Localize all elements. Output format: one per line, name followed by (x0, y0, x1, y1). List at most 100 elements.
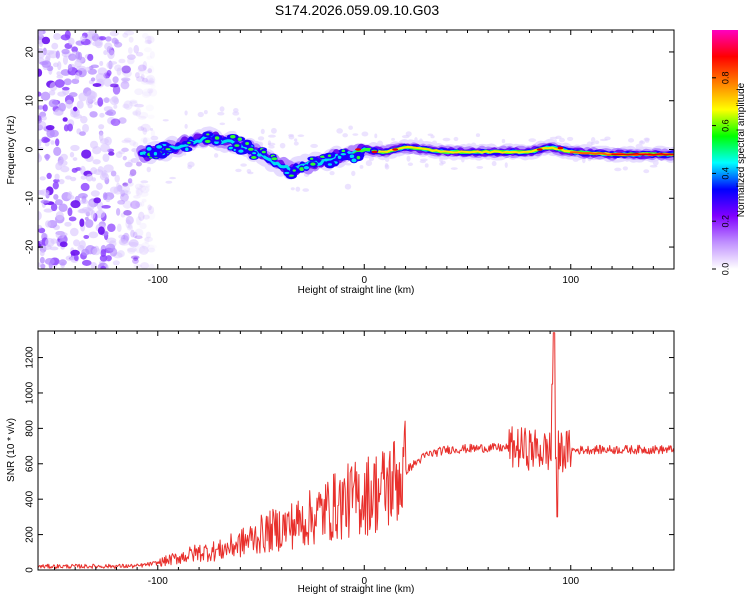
noise-blob (48, 99, 59, 108)
noise-blob (40, 199, 50, 204)
ridge-blob-core (252, 152, 257, 155)
noise-blob (140, 123, 151, 132)
noise-blob (87, 68, 97, 75)
ridge-blob-core (214, 136, 220, 140)
noise-blob (43, 137, 51, 143)
noise-blob (120, 193, 129, 202)
x-tick-label: -100 (148, 576, 168, 587)
noise-blob (109, 83, 119, 88)
noise-blob (290, 187, 295, 191)
noise-blob (71, 167, 78, 173)
noise-blob (107, 223, 116, 233)
noise-blob (68, 37, 75, 46)
noise-blob (120, 189, 125, 197)
noise-blob (501, 138, 506, 144)
noise-blob (99, 172, 109, 181)
noise-blob (78, 208, 86, 214)
y-tick-label: 20 (25, 46, 36, 58)
noise-blob (38, 30, 44, 38)
noise-blob (72, 157, 78, 161)
noise-blob (82, 123, 89, 133)
noise-blob (213, 153, 219, 158)
noise-blob (106, 61, 114, 69)
noise-blob (147, 247, 156, 253)
noise-blob (79, 199, 89, 205)
noise-blob (96, 182, 103, 190)
noise-blob (97, 166, 104, 173)
y-tick-label: 0 (25, 146, 36, 152)
noise-blob (104, 111, 114, 116)
noise-blob (142, 214, 150, 220)
noise-blob (121, 77, 131, 82)
noise-blob (260, 128, 265, 135)
x-tick-label: 100 (562, 275, 579, 286)
noise-blob (294, 138, 298, 142)
noise-blob (113, 104, 118, 109)
noise-blob (145, 80, 156, 85)
noise-blob (147, 88, 154, 94)
x-tick-label: 100 (562, 576, 579, 587)
noise-blob (110, 170, 117, 177)
noise-blob (58, 102, 66, 112)
noise-blob (133, 256, 139, 261)
ridge-blob-core (245, 142, 250, 146)
ridge-blob-core (238, 149, 244, 153)
noise-blob (55, 199, 63, 206)
noise-blob (39, 250, 45, 257)
noise-blob (58, 203, 68, 212)
noise-blob (67, 123, 73, 132)
noise-blob (638, 140, 646, 145)
noise-blob (127, 159, 134, 165)
noise-blob (130, 229, 135, 238)
noise-blob (267, 134, 276, 138)
noise-blob (129, 172, 135, 177)
noise-blob (138, 211, 145, 221)
noise-blob (97, 97, 104, 107)
spectrogram-y-label: Frequency (Hz) (6, 116, 17, 185)
noise-blob (310, 143, 318, 149)
ridge-blob-core (165, 148, 171, 151)
noise-blob (55, 210, 64, 221)
noise-blob (442, 137, 451, 142)
noise-blob (102, 97, 111, 103)
noise-blob (38, 154, 43, 163)
noise-blob (135, 107, 142, 118)
noise-blob (129, 100, 138, 107)
noise-blob (141, 77, 149, 83)
noise-blob (64, 175, 72, 180)
x-tick-label: -100 (148, 275, 168, 286)
noise-blob (137, 67, 143, 72)
snr-panel: -100 0 100 0 200 400 600 800 1000 1200 Height of… (6, 330, 675, 595)
noise-blob (491, 161, 497, 167)
noise-blob (133, 264, 142, 269)
noise-blob (138, 185, 146, 192)
y-tick-label: 600 (25, 455, 36, 472)
noise-blob (118, 150, 126, 155)
snr-y-label: SNR (10 * v/v) (6, 418, 17, 482)
noise-blob (70, 200, 81, 209)
noise-blob (53, 110, 64, 116)
noise-blob (55, 50, 60, 59)
noise-blob (135, 161, 143, 167)
spectrogram-x-ticks: -100 0 100 (54, 30, 675, 286)
noise-blob (45, 220, 51, 228)
ridge-blob-core (146, 147, 152, 151)
noise-blob (116, 223, 122, 233)
noise-blob (103, 50, 108, 56)
colorbar: 0.0 0.2 0.4 0.6 0.8 Normalized spectral ampl… (712, 30, 747, 275)
noise-blob (60, 153, 68, 161)
noise-blob (345, 163, 352, 166)
noise-blob (97, 226, 105, 235)
noise-blob (126, 224, 134, 231)
noise-blob (56, 71, 62, 76)
noise-blob (169, 176, 176, 180)
noise-blob (73, 114, 83, 119)
noise-blob (147, 36, 152, 45)
noise-blob (121, 234, 126, 243)
noise-blob (143, 47, 152, 53)
noise-blob (439, 162, 444, 166)
noise-blob (98, 124, 105, 130)
ridge-blob-core (271, 157, 278, 161)
noise-blob (64, 30, 71, 39)
